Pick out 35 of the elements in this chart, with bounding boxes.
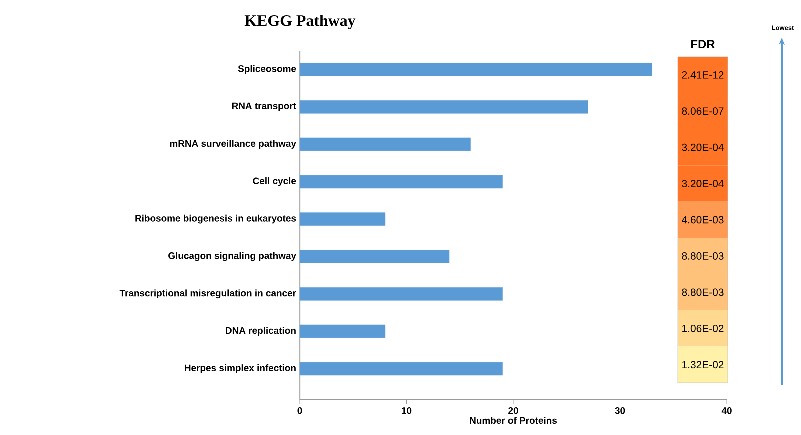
data-label: 1.32E-02 — [682, 361, 724, 369]
bar — [300, 175, 504, 189]
bar — [300, 324, 386, 338]
y-tick-label: DNA replication — [226, 327, 296, 336]
x-tick-label: 0 — [298, 408, 302, 414]
x-tick-label: 30 — [615, 408, 626, 414]
chart-title: KEGG Pathway — [244, 15, 356, 30]
bar — [300, 287, 504, 301]
y-tick-label: Cell cycle — [253, 178, 296, 186]
data-label: 3.20E-04 — [682, 180, 724, 188]
bar — [300, 63, 652, 76]
x-tick-label: FDR — [692, 40, 716, 48]
x-axis-title: Number of Proteins — [470, 417, 558, 424]
y-tick-label: Transcriptional misregulation in cancer — [120, 290, 296, 299]
y-tick-label: Spliceosome — [238, 65, 296, 74]
y-tick-label: Ribosome biogenesis in eukaryotes — [136, 214, 296, 224]
bar — [300, 100, 588, 114]
data-label: 4.60E-03 — [682, 216, 724, 224]
data-label: 3.20E-04 — [682, 144, 724, 152]
x-tick-label: 40 — [722, 408, 732, 414]
data-label: 1.06E-02 — [682, 324, 724, 332]
y-tick-label: Herpes simplex infection — [185, 364, 296, 374]
y-tick-label: Glucagon signaling pathway — [168, 252, 296, 262]
bar — [300, 138, 472, 152]
bar — [300, 362, 504, 376]
x-tick-label: 10 — [402, 408, 412, 414]
data-label: 2.41E-12 — [682, 71, 724, 79]
data-label: 8.06E-07 — [682, 108, 724, 116]
x-tick-label: 20 — [508, 408, 518, 414]
y-tick-label: mRNA surveillance pathway — [170, 140, 296, 149]
data-label: 8.80E-03 — [682, 252, 724, 260]
data-label: 8.80E-03 — [682, 288, 724, 296]
bar — [300, 212, 386, 226]
bar — [300, 250, 450, 264]
y-tick-label: RNA transport — [232, 102, 296, 112]
